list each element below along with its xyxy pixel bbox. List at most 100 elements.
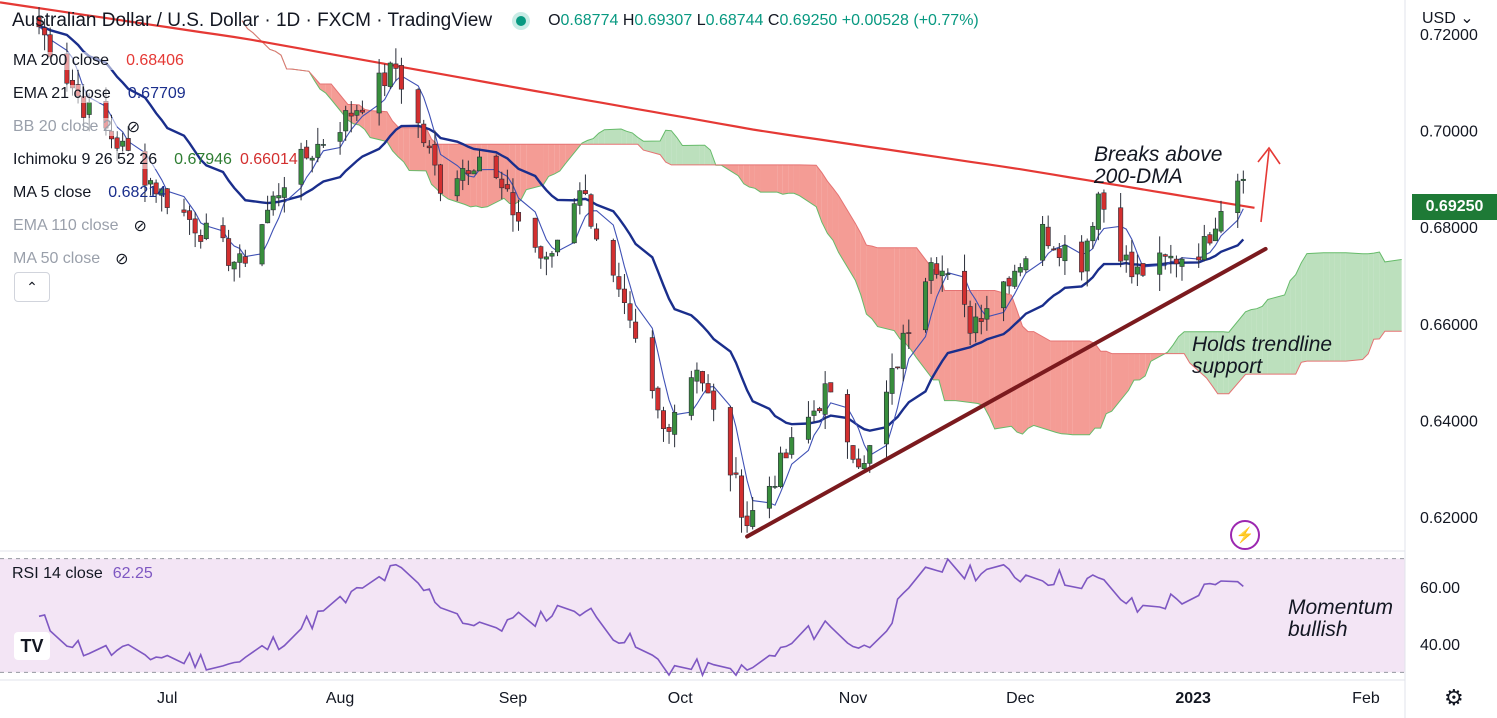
- cloud-segment: [933, 269, 939, 380]
- candle-body: [471, 170, 477, 175]
- candle-body: [867, 445, 873, 464]
- candle-body: [1196, 256, 1202, 261]
- cloud-segment: [554, 144, 560, 175]
- high-label: H: [622, 12, 635, 29]
- rsi-line: [38, 557, 1244, 678]
- cloud-segment: [1228, 311, 1246, 394]
- candle-body: [432, 144, 438, 166]
- tradingview-logo[interactable]: TV: [14, 632, 50, 660]
- senkou-span-a: [241, 20, 1402, 436]
- legend-ema110[interactable]: EMA 110 close ⊘: [8, 209, 298, 242]
- cloud-segment: [699, 145, 705, 165]
- cloud-segment: [994, 290, 1012, 429]
- rsi-tick-label: 40.00: [1420, 637, 1460, 654]
- candle-body: [789, 437, 795, 455]
- candle-body: [1051, 248, 1057, 251]
- cloud-segment: [1095, 343, 1101, 429]
- gear-icon[interactable]: ⚙: [1444, 685, 1464, 710]
- candle-body: [984, 308, 990, 320]
- legend-bb20[interactable]: BB 20 close 2 ⊘: [8, 110, 298, 143]
- cloud-segment: [320, 84, 326, 93]
- time-tick-label: 2023: [1175, 690, 1211, 707]
- eye-off-icon[interactable]: ⊘: [115, 250, 129, 268]
- chevron-down-icon: ⌄: [1460, 10, 1474, 27]
- current-price-tag: 0.69250: [1412, 194, 1497, 220]
- candle-body: [1235, 180, 1241, 214]
- candle-body: [237, 253, 243, 263]
- cloud-segment: [821, 172, 828, 234]
- rsi-tick-label: 60.00: [1420, 580, 1460, 597]
- cloud-segment: [899, 247, 906, 344]
- candle-body: [1218, 211, 1224, 232]
- cloud-segment: [364, 109, 371, 138]
- time-tick-label: Oct: [668, 690, 693, 707]
- cloud-segment: [1100, 351, 1107, 429]
- market-status-icon: [516, 16, 527, 26]
- cloud-segment: [1379, 251, 1385, 339]
- candle-body: [198, 235, 204, 242]
- candle-body: [320, 144, 326, 146]
- bolt-icon[interactable]: ⚡: [1230, 520, 1260, 550]
- candle-body: [962, 270, 968, 305]
- legend-ema21[interactable]: EMA 21 close 0.67709: [8, 77, 298, 110]
- candle-body: [421, 123, 427, 144]
- candle-body: [476, 156, 482, 172]
- currency-selector[interactable]: USD ⌄: [1422, 8, 1474, 28]
- cloud-segment: [911, 247, 917, 358]
- candle-body: [822, 383, 828, 415]
- eye-off-icon[interactable]: ⊘: [133, 217, 147, 235]
- cloud-segment: [425, 127, 432, 185]
- indicator-legend: MA 200 close 0.68406 EMA 21 close 0.6770…: [8, 44, 298, 275]
- candle-body: [493, 155, 499, 178]
- candle-body: [828, 382, 834, 393]
- price-axis[interactable]: 0.72000 0.70000 0.68000 0.66000 0.64000 0.620…: [1420, 27, 1478, 654]
- candle-body: [906, 332, 912, 334]
- candle-body: [125, 138, 131, 151]
- chevron-up-icon: ⌃: [26, 278, 38, 295]
- candle-body: [354, 110, 360, 116]
- legend-ma5[interactable]: MA 5 close 0.68214: [8, 176, 298, 209]
- collapse-legend-button[interactable]: ⌃: [14, 272, 50, 302]
- ema21-line: [38, 25, 1245, 432]
- candle-body: [454, 178, 460, 197]
- candle-body: [1207, 234, 1213, 244]
- eye-off-icon[interactable]: ⊘: [126, 118, 141, 136]
- candle-body: [504, 184, 510, 190]
- cloud-segment: [1384, 259, 1402, 332]
- candle-body: [1240, 178, 1246, 181]
- candle-body: [192, 218, 198, 234]
- legend-ma50[interactable]: MA 50 close ⊘: [8, 242, 298, 275]
- symbol-title[interactable]: Australian Dollar / U.S. Dollar · 1D · F…: [12, 10, 493, 31]
- annotation-breaks-line-2: 200-DMA: [1094, 165, 1183, 188]
- candle-body: [672, 411, 678, 435]
- cloud-segment: [877, 247, 895, 331]
- time-axis[interactable]: Jul Aug Sep Oct Nov Dec 2023 Feb: [157, 690, 1380, 707]
- ichimoku-label: Ichimoku 9 26 52 26: [8, 150, 163, 169]
- rsi-legend[interactable]: RSI 14 close 62.25: [12, 565, 153, 583]
- cloud-segment: [504, 144, 510, 204]
- candle-body: [967, 306, 973, 334]
- candle-body: [382, 72, 388, 87]
- legend-ichimoku[interactable]: Ichimoku 9 26 52 26 0.67946 0.66014: [8, 143, 298, 176]
- cloud-segment: [1173, 336, 1179, 354]
- legend-ma200[interactable]: MA 200 close 0.68406: [8, 44, 298, 77]
- cloud-segment: [827, 181, 833, 241]
- cloud-segment: [938, 269, 945, 401]
- low-label: L: [696, 12, 706, 29]
- cloud-segment: [1134, 353, 1140, 381]
- candle-body: [231, 261, 237, 270]
- candle-body: [1162, 254, 1168, 257]
- candle-body: [978, 318, 984, 322]
- cloud-segment: [1245, 309, 1252, 375]
- candle-body: [348, 112, 354, 117]
- candle-body: [610, 240, 616, 276]
- candle-body: [1179, 258, 1185, 267]
- arrow-up-breakout: [1260, 149, 1270, 223]
- annotation-momentum: Momentum bullish: [1288, 597, 1393, 641]
- candle-body: [1006, 277, 1012, 287]
- trendline-support: [745, 246, 1268, 539]
- ma200-label: MA 200 close: [8, 51, 115, 70]
- candle-body: [850, 445, 856, 460]
- cloud-segment: [370, 110, 387, 142]
